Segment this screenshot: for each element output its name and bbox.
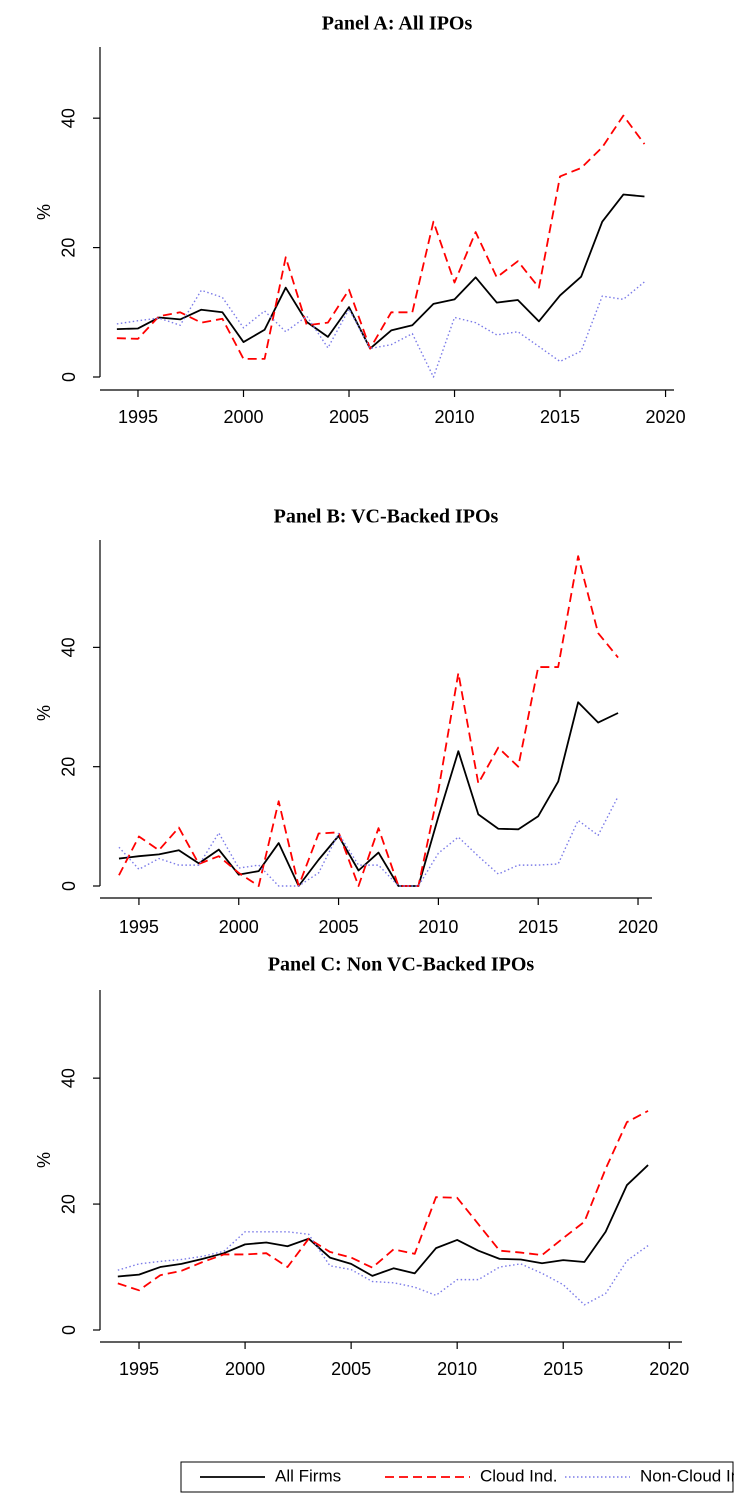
series-line <box>118 796 619 887</box>
x-tick-label: 2015 <box>518 917 558 937</box>
y-axis-label: % <box>34 705 54 721</box>
legend-label: Cloud Ind. <box>480 1466 558 1485</box>
y-tick-label: 40 <box>59 108 79 128</box>
series-line <box>116 193 645 350</box>
x-tick-label: 2000 <box>223 407 263 427</box>
x-tick-label: 2020 <box>618 917 658 937</box>
series-line <box>118 701 619 887</box>
legend-label: Non-Cloud Ind. <box>640 1466 734 1485</box>
y-axis-label: % <box>34 1152 54 1168</box>
series-line <box>117 1110 649 1292</box>
x-tick-label: 1995 <box>119 1359 159 1379</box>
x-tick-label: 2010 <box>437 1359 477 1379</box>
y-axis-label: % <box>34 204 54 220</box>
x-tick-label: 2020 <box>646 407 686 427</box>
x-tick-label: 2015 <box>540 407 580 427</box>
chart-title: Panel A: All IPOs <box>322 13 473 35</box>
x-tick-label: 2010 <box>418 917 458 937</box>
y-tick-label: 40 <box>59 637 79 657</box>
x-tick-label: 2000 <box>225 1359 265 1379</box>
y-tick-label: 0 <box>59 1325 79 1335</box>
x-tick-label: 2000 <box>219 917 259 937</box>
series-line <box>118 555 619 887</box>
x-tick-label: 2005 <box>329 407 369 427</box>
x-tick-label: 2005 <box>319 917 359 937</box>
x-tick-label: 2015 <box>543 1359 583 1379</box>
x-tick-label: 1995 <box>118 407 158 427</box>
x-tick-label: 2005 <box>331 1359 371 1379</box>
series-line <box>117 1231 649 1306</box>
legend-label: All Firms <box>275 1466 341 1485</box>
y-tick-label: 20 <box>59 757 79 777</box>
chart-title: Panel B: VC-Backed IPOs <box>274 506 499 528</box>
y-tick-label: 0 <box>59 881 79 891</box>
y-tick-label: 20 <box>59 238 79 258</box>
x-tick-label: 2010 <box>435 407 475 427</box>
y-tick-label: 40 <box>59 1068 79 1088</box>
y-tick-label: 0 <box>59 372 79 382</box>
chart-title: Panel C: Non VC-Backed IPOs <box>268 954 535 976</box>
series-line <box>116 281 645 378</box>
series-line <box>117 1164 649 1278</box>
y-tick-label: 20 <box>59 1194 79 1214</box>
series-line <box>116 114 646 360</box>
x-tick-label: 1995 <box>119 917 159 937</box>
x-tick-label: 2020 <box>649 1359 689 1379</box>
